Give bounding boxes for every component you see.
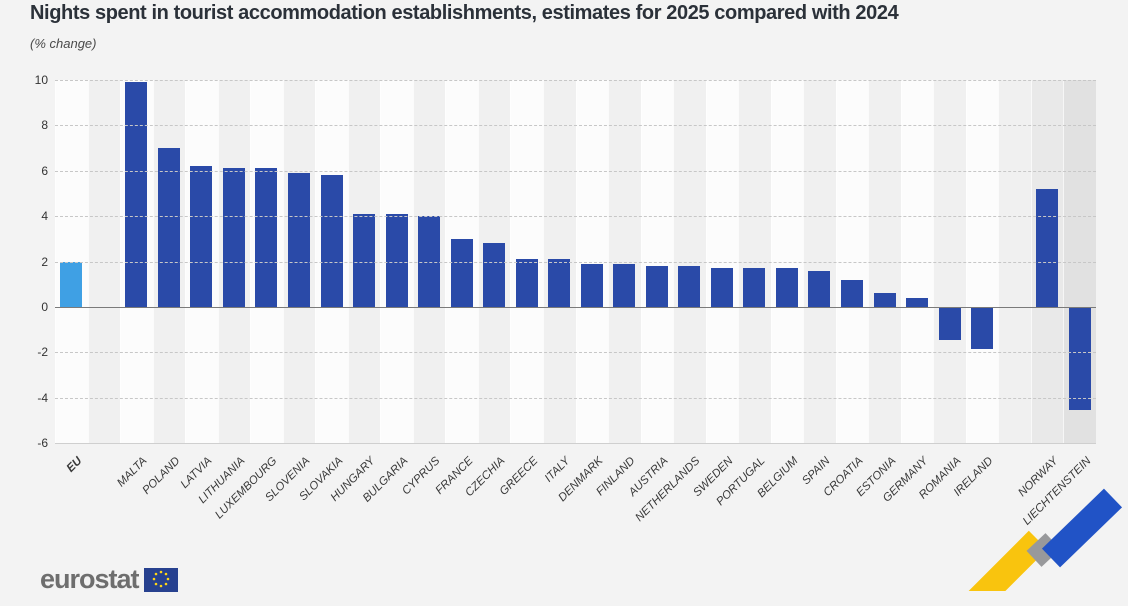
- bar-eu: [60, 261, 83, 307]
- bar-ireland: [971, 307, 994, 349]
- gridline: [55, 261, 1096, 263]
- eurostat-logo: eurostat: [40, 566, 178, 606]
- eu-flag-icon: [143, 568, 178, 592]
- bar-luxembourg: [255, 168, 278, 307]
- bar-estonia: [873, 293, 896, 307]
- bar-denmark: [580, 263, 603, 307]
- gridline: [55, 397, 1096, 399]
- eurostat-logo-text: eurostat: [40, 564, 140, 594]
- y-tick-label: -6: [37, 436, 48, 450]
- y-tick-label: 0: [41, 299, 48, 314]
- bar-croatia: [841, 279, 864, 307]
- zigzag-decoration-icon: [968, 488, 1123, 591]
- y-tick-label: 6: [41, 163, 48, 178]
- chart-subtitle: (% change): [30, 36, 97, 51]
- bar-belgium: [775, 268, 798, 307]
- bar-bulgaria: [385, 213, 408, 307]
- bar-czechia: [483, 243, 506, 307]
- bar-spain: [808, 270, 831, 307]
- bar-malta: [125, 82, 148, 307]
- bar-netherlands: [678, 266, 701, 307]
- bar-slovenia: [287, 173, 310, 307]
- bar-greece: [515, 259, 538, 307]
- gridline: [55, 125, 1096, 127]
- y-tick-label: 2: [41, 254, 48, 269]
- bar-italy: [548, 259, 571, 307]
- y-tick-label: 8: [41, 118, 48, 133]
- bar-latvia: [190, 166, 213, 307]
- bar-poland: [157, 148, 180, 307]
- plot-area: [55, 80, 1096, 444]
- y-tick-label: 4: [41, 209, 48, 224]
- gridline: [55, 80, 1096, 81]
- bar-slovakia: [320, 175, 343, 307]
- bar-france: [450, 238, 473, 307]
- bar-portugal: [743, 268, 766, 307]
- bar-sweden: [710, 268, 733, 307]
- y-tick-label: -2: [37, 345, 48, 360]
- y-tick-label: 10: [34, 73, 48, 87]
- gridline: [55, 170, 1096, 172]
- bar-hungary: [353, 213, 376, 307]
- bar-finland: [613, 263, 636, 307]
- bar-norway: [1036, 188, 1059, 307]
- gridline: [55, 352, 1096, 354]
- y-tick-label: -4: [37, 390, 48, 405]
- gridline: [55, 216, 1096, 218]
- bar-romania: [938, 307, 961, 340]
- bar-austria: [645, 266, 668, 307]
- chart-title: Nights spent in tourist accommodation es…: [30, 2, 899, 24]
- bar-germany: [906, 297, 929, 307]
- bar-liechtenstein: [1068, 307, 1091, 410]
- bar-lithuania: [222, 168, 245, 307]
- zero-line: [55, 306, 1096, 308]
- gridline: [55, 443, 1096, 444]
